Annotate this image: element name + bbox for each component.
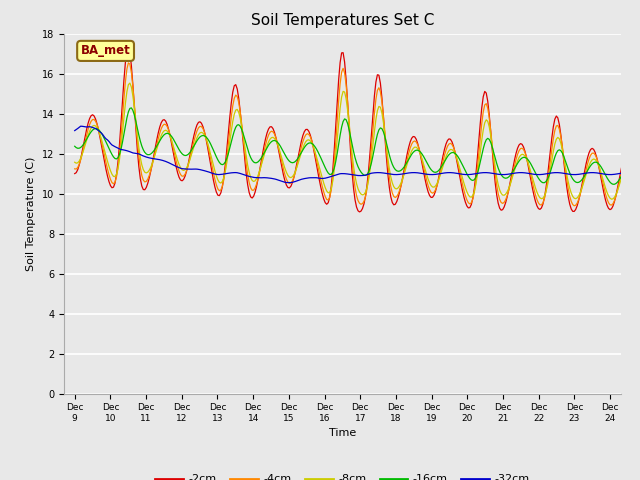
-16cm [639, 178, 640, 183]
-8cm [639, 192, 640, 198]
-4cm [90, 117, 98, 122]
-16cm [90, 126, 98, 132]
-16cm [366, 166, 374, 171]
-4cm [108, 180, 116, 185]
-32cm [367, 170, 375, 176]
-32cm [481, 170, 488, 176]
Line: -8cm: -8cm [75, 83, 640, 201]
Legend: -2cm, -4cm, -8cm, -16cm, -32cm: -2cm, -4cm, -8cm, -16cm, -32cm [150, 470, 534, 480]
-2cm [108, 185, 116, 191]
-2cm [564, 194, 572, 200]
Title: Soil Temperatures Set C: Soil Temperatures Set C [251, 13, 434, 28]
Y-axis label: Soil Temperature (C): Soil Temperature (C) [26, 156, 36, 271]
-8cm [90, 122, 98, 128]
-32cm [109, 143, 117, 149]
-2cm [366, 151, 374, 157]
-8cm [126, 80, 134, 86]
-16cm [564, 166, 572, 172]
X-axis label: Time: Time [329, 428, 356, 438]
-16cm [479, 146, 487, 152]
-4cm [639, 199, 640, 204]
-32cm [77, 123, 84, 129]
-2cm [639, 205, 640, 211]
-4cm [71, 166, 79, 172]
-16cm [71, 144, 79, 149]
-2cm [90, 113, 98, 119]
-8cm [108, 171, 116, 177]
Line: -32cm: -32cm [75, 126, 640, 182]
-32cm [566, 171, 573, 177]
-4cm [564, 186, 572, 192]
-2cm [479, 94, 487, 99]
-4cm [125, 60, 132, 66]
-8cm [479, 127, 487, 133]
-16cm [127, 105, 135, 111]
-4cm [366, 161, 374, 167]
-16cm [108, 152, 116, 157]
-4cm [479, 109, 487, 115]
-32cm [71, 128, 79, 133]
-32cm [92, 126, 99, 132]
-2cm [71, 171, 79, 177]
Line: -4cm: -4cm [75, 63, 640, 207]
Line: -16cm: -16cm [75, 108, 640, 185]
-8cm [564, 179, 572, 185]
Line: -2cm: -2cm [75, 47, 640, 212]
-8cm [71, 159, 79, 165]
Text: BA_met: BA_met [81, 44, 131, 58]
-2cm [125, 44, 132, 50]
-32cm [285, 180, 293, 185]
-8cm [366, 168, 374, 174]
